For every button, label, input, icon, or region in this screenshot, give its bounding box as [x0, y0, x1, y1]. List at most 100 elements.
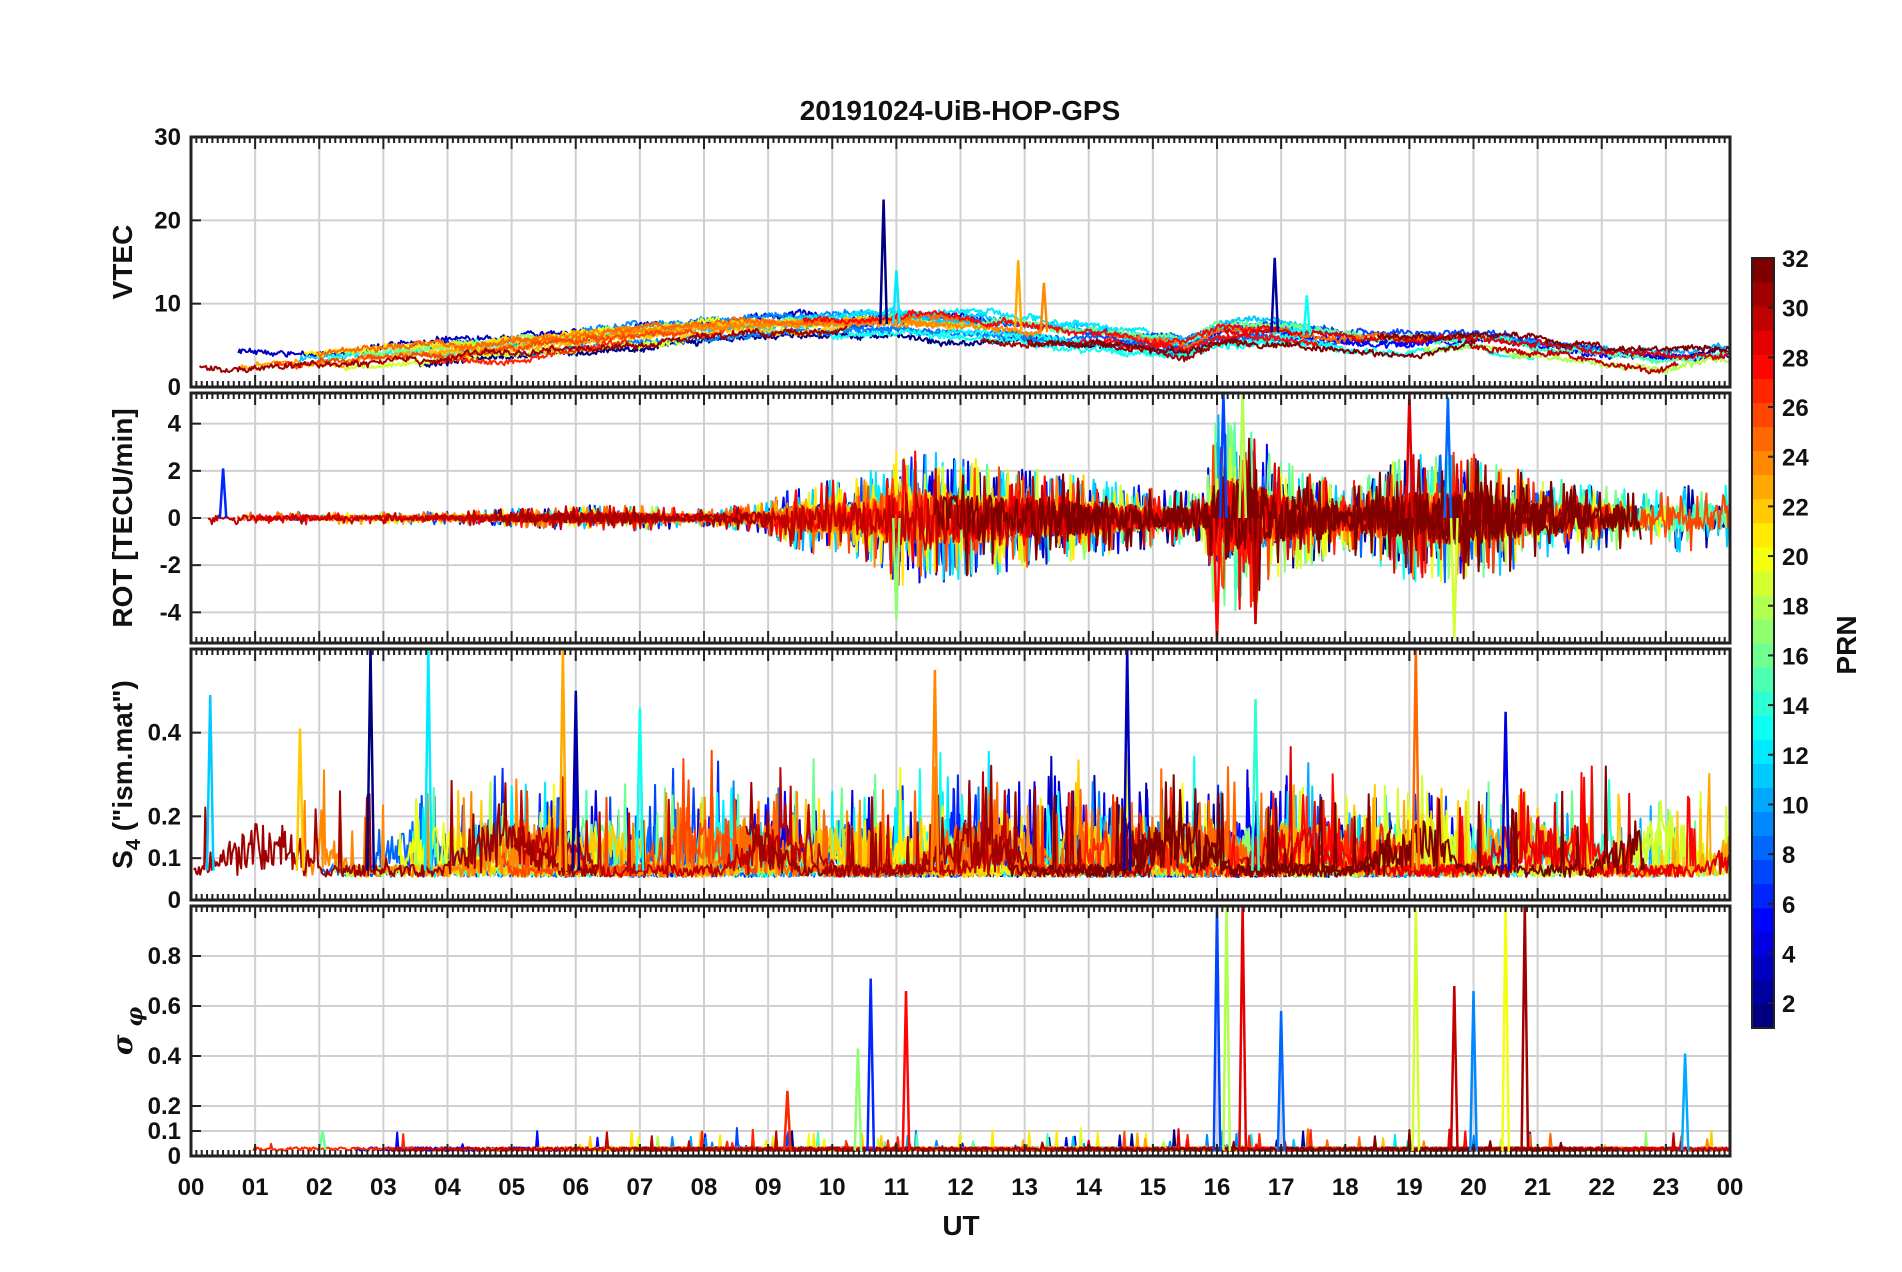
peak-mark — [891, 270, 901, 324]
y-tick-label: 0 — [168, 1143, 181, 1170]
prn-series-line — [207, 505, 667, 531]
x-tick-label: 20 — [1460, 1174, 1487, 1201]
panel-vtec: 0 10 20 30 VTEC — [107, 124, 1732, 401]
colorbar-swatch — [1752, 883, 1774, 909]
peak-mark — [901, 990, 911, 1152]
peak-mark — [571, 690, 581, 871]
panel-s4: 0 0.1 0.2 0.4S4 ("ism.mat") — [107, 647, 1732, 914]
peak-mark — [1212, 906, 1222, 1152]
colorbar-swatch — [1752, 378, 1774, 403]
colorbar-swatch — [1752, 811, 1774, 837]
x-ticks — [190, 393, 1731, 643]
colorbar-swatch — [1752, 474, 1774, 500]
y-tick-label: 2 — [168, 458, 181, 485]
series-group — [252, 906, 1730, 1152]
colorbar-tick-label: 20 — [1782, 544, 1809, 571]
series-group — [198, 199, 1730, 375]
x-tick-label: 14 — [1075, 1174, 1102, 1201]
peak-mark — [1501, 906, 1511, 1152]
peak-mark — [1449, 517, 1459, 639]
y-axis-label: VTEC — [107, 225, 138, 300]
colorbar-tick-label: 10 — [1782, 792, 1809, 819]
x-tick-label: 23 — [1653, 1174, 1680, 1201]
colorbar-swatch — [1752, 763, 1774, 788]
prn-series-line — [633, 1141, 1126, 1152]
peak-mark — [558, 649, 568, 871]
colorbar-swatch — [1752, 907, 1774, 933]
colorbar-swatch — [1752, 450, 1774, 476]
colorbar-swatch — [1752, 522, 1774, 548]
peak-mark — [1302, 295, 1312, 336]
y-tick-label: 4 — [168, 411, 182, 438]
y-tick-label: 0.1 — [148, 845, 181, 872]
prn-series-line — [429, 339, 633, 367]
x-tick-label: 10 — [819, 1174, 846, 1201]
panel-rot: -4 -2 0 2 4 ROT [TECU/min] — [107, 391, 1732, 645]
panel-sigma_phi: 00.10.2 0.4 0.6 0.8 σ φ — [106, 904, 1732, 1170]
peak-mark — [1238, 393, 1248, 519]
peak-mark — [891, 517, 901, 620]
x-tick-label: 21 — [1524, 1174, 1551, 1201]
colorbar-swatch — [1752, 979, 1774, 1005]
colorbar-tick-label: 12 — [1782, 743, 1809, 770]
prn-series-line — [316, 312, 971, 358]
peak-mark — [1276, 1010, 1286, 1152]
peak-mark — [318, 1130, 327, 1152]
peak-mark — [366, 649, 376, 871]
y-tick-label: -2 — [160, 552, 181, 579]
colorbar-swatch — [1752, 667, 1774, 692]
x-tick-label: 05 — [498, 1174, 525, 1201]
prn-series-line — [250, 506, 675, 531]
colorbar-tick-label: 4 — [1782, 941, 1796, 968]
x-tick-label: 00 — [178, 1174, 205, 1201]
x-tick-labels: 00 01 02 03 04 05 06 07 08 09 10 11 12 13 14 15 16 17 18 19… — [178, 1174, 1744, 1201]
y-axis-label: ROT [TECU/min] — [107, 408, 138, 627]
colorbar-tick-label: 32 — [1782, 246, 1809, 273]
x-tick-label: 08 — [691, 1174, 718, 1201]
peak-mark — [423, 649, 433, 871]
prn-series-line — [1079, 332, 1319, 354]
colorbar-swatch — [1752, 306, 1774, 331]
colorbar-tick-label: 22 — [1782, 494, 1809, 521]
colorbar-swatch — [1752, 931, 1774, 957]
x-ticks — [190, 906, 1731, 1156]
y-tick-label: 0 — [168, 887, 181, 914]
y-tick-label: 0 — [168, 374, 181, 401]
series-group — [193, 649, 1730, 878]
x-ticks — [190, 137, 1731, 387]
prn-series-line — [1376, 331, 1730, 354]
y-tick-label: 20 — [154, 207, 181, 234]
x-tick-label: 13 — [1011, 1174, 1038, 1201]
peak-mark — [218, 468, 228, 519]
peak-mark — [879, 199, 889, 325]
peak-mark — [1218, 393, 1228, 519]
colorbar-frame — [1751, 257, 1775, 1029]
x-tick-label: 15 — [1140, 1174, 1167, 1201]
colorbar-swatch — [1752, 859, 1774, 885]
peak-mark — [1222, 906, 1232, 1152]
x-ticks — [190, 649, 1731, 900]
peak-mark — [1520, 906, 1530, 1152]
x-tick-label: 22 — [1588, 1174, 1615, 1201]
prn-series-line — [409, 789, 993, 878]
y-tick-label: 0.4 — [148, 1043, 182, 1070]
x-tick-label: 03 — [370, 1174, 397, 1201]
x-tick-label: 09 — [755, 1174, 782, 1201]
colorbar-swatch — [1752, 426, 1774, 452]
peak-mark — [1411, 906, 1421, 1152]
colorbar-tick-label: 6 — [1782, 892, 1795, 919]
colorbar-swatch — [1752, 570, 1774, 596]
colorbar-swatch — [1752, 402, 1774, 428]
x-tick-label: 02 — [306, 1174, 333, 1201]
colorbar-swatch — [1752, 354, 1774, 379]
peak-mark — [782, 1090, 792, 1152]
peak-mark — [1443, 397, 1453, 519]
colorbar-swatch — [1752, 258, 1774, 283]
colorbar-tick-label: 18 — [1782, 594, 1809, 621]
x-tick-label: 00 — [1717, 1174, 1744, 1201]
x-tick-label: 04 — [434, 1174, 461, 1201]
peak-mark — [1270, 257, 1280, 333]
y-axis-label: σ φ — [106, 1007, 148, 1055]
peak-mark — [1039, 282, 1049, 333]
colorbar-swatch — [1752, 594, 1774, 620]
